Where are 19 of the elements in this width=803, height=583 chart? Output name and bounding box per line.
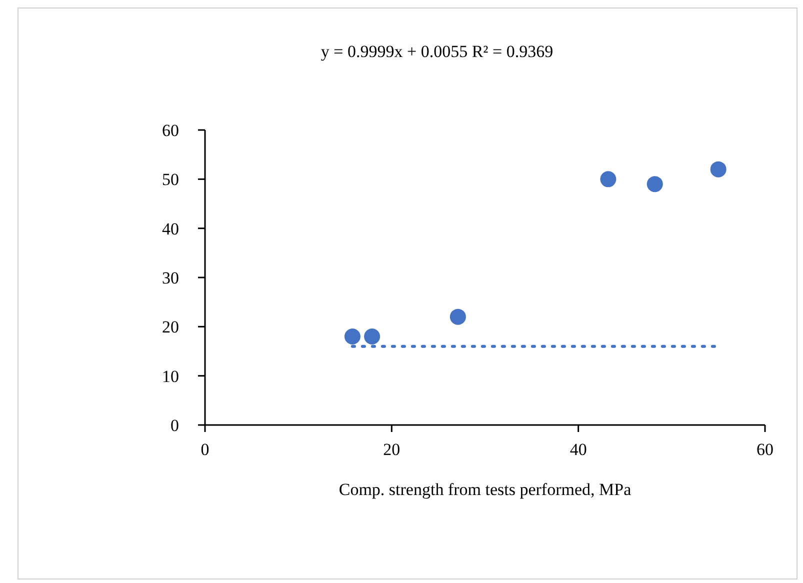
y-tick-label: 0 [170, 416, 179, 435]
x-tick-label: 20 [383, 440, 400, 459]
chart-title: y = 0.9999x + 0.0055 R² = 0.9369 [320, 42, 554, 61]
point [646, 176, 663, 192]
x-tick-label: 0 [200, 440, 210, 459]
y-tick-label: 20 [162, 318, 179, 337]
point [450, 308, 466, 325]
y-tick-label: 50 [162, 170, 179, 190]
x-tick-label: 40 [570, 440, 587, 459]
y-tick-label: 30 [162, 268, 179, 288]
point [344, 328, 360, 344]
y-tick-label: 40 [162, 219, 179, 238]
y-tick-label: 10 [162, 366, 179, 386]
x-axis-title: Comp. strength from tests performed, MPa [338, 480, 632, 499]
point [710, 161, 726, 178]
y-tick-label: 60 [162, 121, 179, 140]
point [364, 328, 380, 344]
point [600, 171, 616, 188]
x-tick-label: 60 [756, 440, 774, 459]
